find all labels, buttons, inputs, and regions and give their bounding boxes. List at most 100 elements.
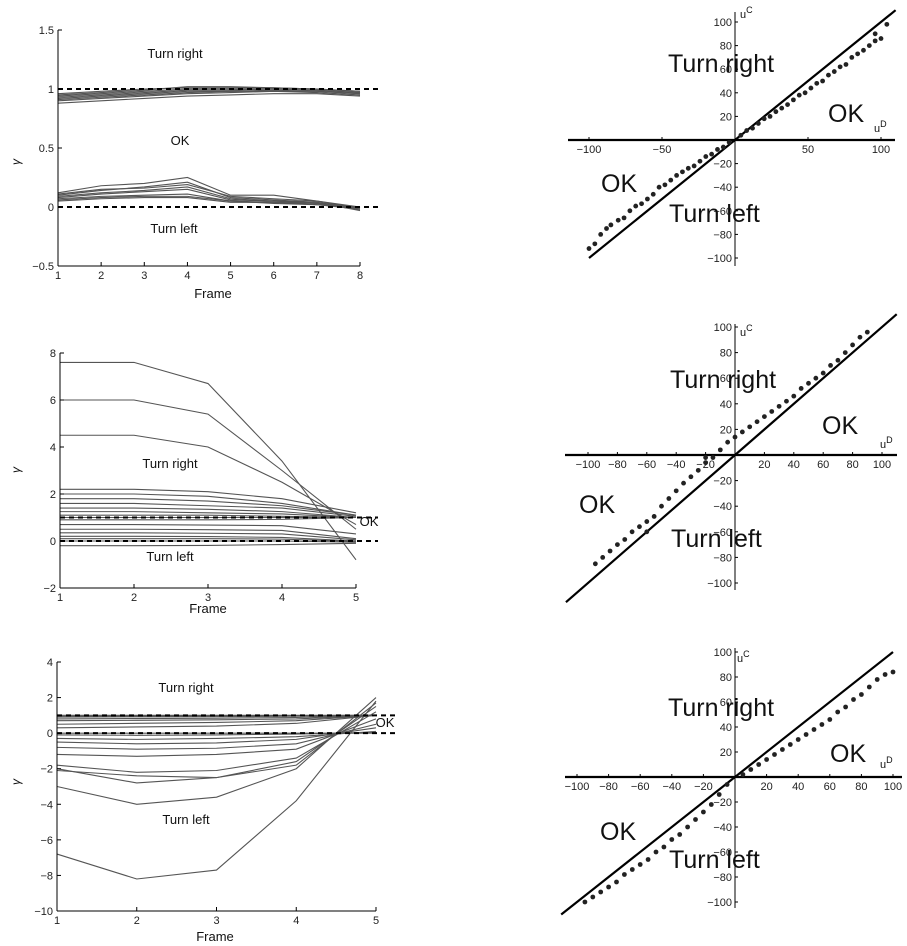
x-tick-label: 1 [57,592,63,604]
data-point-36 [850,342,855,348]
y-tick-label: −2 [40,764,53,776]
x-tick-label: 5 [228,270,234,282]
y-tick-label: −100 [707,578,732,590]
scatter-points [586,21,890,251]
x-tick-label: 60 [824,781,836,793]
panel-line-middle: 1 2 3 4 5 −2 0 2 4 6 8 Frame γ Turn right OK Turn … [9,348,379,616]
data-point-38 [864,329,870,335]
annotation-ok-left: OK [579,491,615,519]
data-point-50 [878,36,884,41]
y-tick-label: 2 [50,489,56,501]
data-point-41 [826,72,831,78]
axes-frame [59,352,357,589]
data-point-6 [622,872,627,877]
data-point-27 [795,737,801,742]
data-point-31 [767,114,773,119]
x-tick-label: 4 [293,915,299,927]
series-line-19 [60,542,357,547]
y-tick-label: −100 [707,897,732,909]
data-point-23 [715,147,720,152]
series-line-11 [56,727,377,745]
x-tick-label: 8 [357,270,363,282]
series-line-2 [60,399,357,530]
data-point-11 [661,844,667,850]
data-point-27 [744,128,750,133]
data-point-26 [738,132,744,138]
data-point-28 [791,393,797,399]
x-axis-label: Frame [196,929,234,944]
annotation-turn-right: Turn right [670,366,776,394]
x-tick-label: −60 [637,459,656,471]
y-axis-label: uC [740,323,753,339]
data-point-26 [776,403,782,409]
y-tick-label: 80 [720,41,732,53]
series-line-6 [56,714,377,725]
data-point-29 [811,727,817,732]
data-point-46 [855,51,861,57]
data-point-3 [607,548,613,554]
data-point-39 [890,669,896,675]
y-tick-label: 60 [720,64,732,76]
data-point-40 [820,78,825,84]
data-point-9 [645,857,651,862]
series-lines [56,697,398,880]
y-tick-label: −60 [713,206,732,218]
data-point-9 [651,514,657,519]
x-tick-label: 4 [279,592,285,604]
data-point-17 [708,802,714,807]
x-tick-label: 40 [792,781,804,793]
y-tick-label: 1 [48,84,54,96]
x-tick-label: 4 [184,270,190,282]
scatter-points [592,329,870,567]
data-point-15 [668,177,674,183]
x-tick-label: −40 [662,781,681,793]
tick-labels: 1 2 3 4 5 −10 −8 −6 −4 −2 0 2 4 [34,657,379,927]
data-point-15 [693,817,698,822]
scatter-points [582,669,896,905]
data-point-8 [637,862,643,867]
data-point-13 [656,184,662,190]
data-point-23 [764,757,769,762]
x-tick-label: 80 [855,781,867,793]
tick-labels: −100 −50 50 100 −100 −80 −60 −40 −20 20 40 60 80 100 [577,17,891,265]
y-tick-label: 20 [720,111,732,123]
data-point-8 [627,208,633,214]
data-point-31 [827,717,833,722]
y-tick-label: 100 [714,322,732,334]
x-axis-label: Frame [189,601,227,616]
series-line-13 [60,523,357,535]
x-tick-label: 2 [134,915,140,927]
series-line-5 [57,93,361,104]
y-tick-label: −2 [43,583,56,595]
series-line-17 [56,697,377,805]
x-tick-label: 60 [817,459,829,471]
series-line-5 [60,493,357,516]
data-point-14 [688,474,694,480]
series-line-18 [56,700,377,880]
y-tick-label: −4 [40,799,53,811]
y-tick-label: 0 [50,536,56,548]
y-tick-label: 0.5 [39,143,54,155]
y-axis-label: γ [9,778,23,785]
y-tick-label: 100 [714,647,732,659]
x-tick-label: 1 [55,270,61,282]
y-tick-label: 80 [720,348,732,360]
series-line-12 [56,723,377,750]
data-point-32 [773,109,779,115]
tick-labels: 1 2 3 4 5 6 7 8 −0.5 0 0.5 1 1.5 [32,25,363,282]
y-tick-label: −20 [713,476,732,488]
data-point-18 [716,792,722,797]
data-point-22 [747,424,753,430]
y-tick-label: 20 [720,424,732,436]
data-point-21 [748,767,754,772]
data-point-28 [803,732,809,737]
data-point-7 [621,215,627,221]
panel-scatter-top: −100 −50 50 100−100−80−60−40−2020406080100 … [568,5,897,266]
data-point-21 [703,154,709,159]
y-tick-label: 80 [720,672,732,684]
data-point-39 [814,80,820,86]
data-point-32 [820,370,826,376]
data-point-7 [629,867,635,872]
data-point-16 [674,173,679,178]
